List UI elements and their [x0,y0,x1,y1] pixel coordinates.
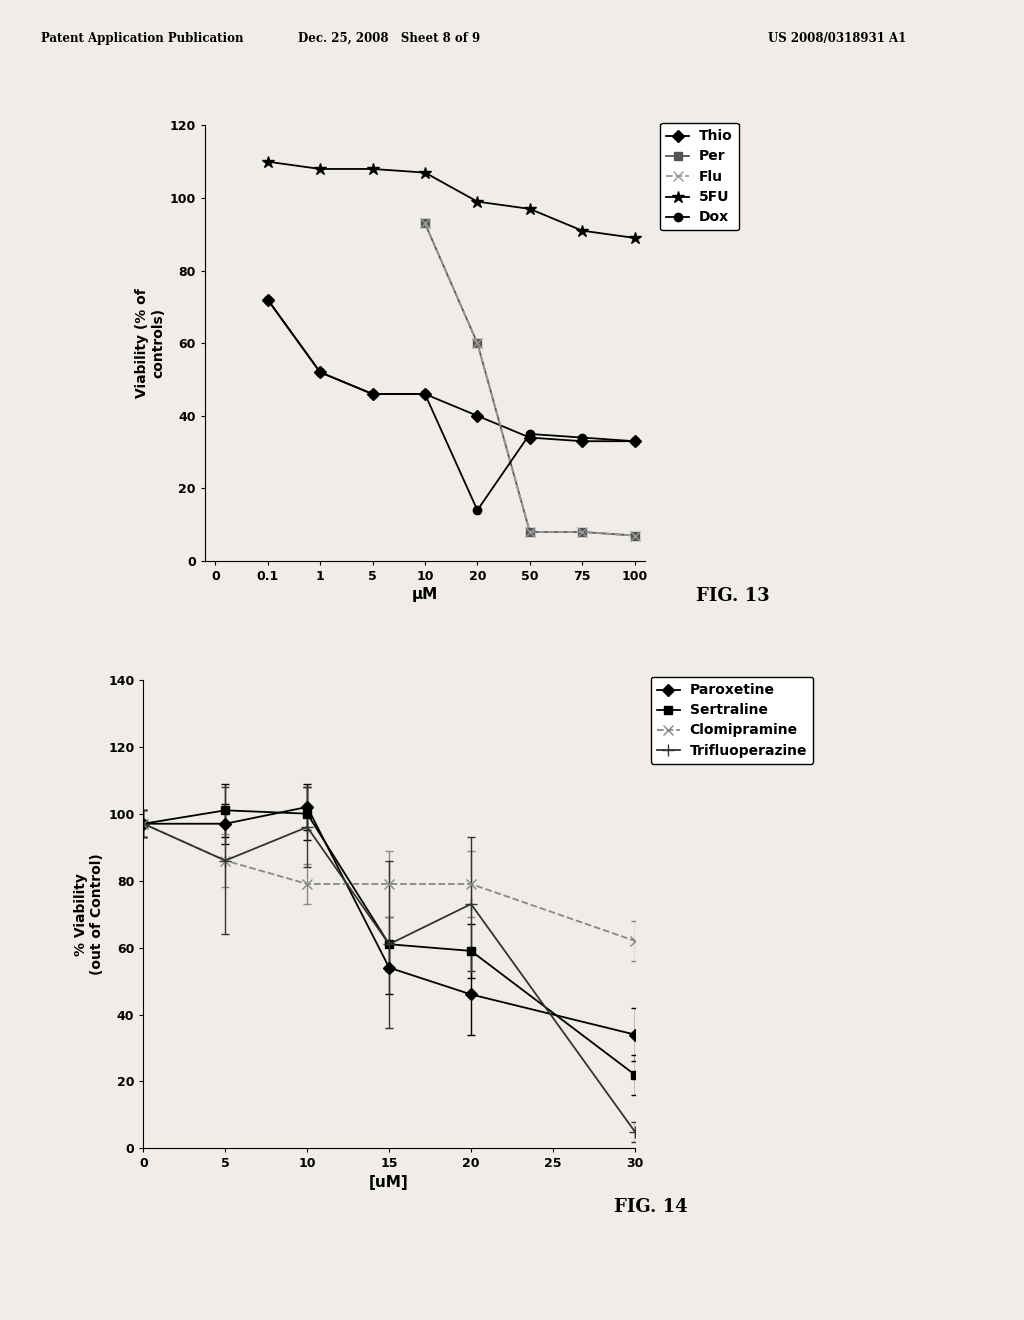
Text: FIG. 13: FIG. 13 [696,586,770,605]
Y-axis label: % Viability
(out of Control): % Viability (out of Control) [74,853,103,975]
Legend: Paroxetine, Sertraline, Clomipramine, Trifluoperazine: Paroxetine, Sertraline, Clomipramine, Tr… [651,677,813,764]
Text: Dec. 25, 2008   Sheet 8 of 9: Dec. 25, 2008 Sheet 8 of 9 [298,32,480,45]
X-axis label: [uM]: [uM] [370,1175,409,1189]
Y-axis label: Viability (% of
controls): Viability (% of controls) [135,288,165,399]
X-axis label: μM: μM [412,587,438,602]
Text: FIG. 14: FIG. 14 [614,1197,688,1216]
Legend: Thio, Per, Flu, 5FU, Dox: Thio, Per, Flu, 5FU, Dox [660,123,739,231]
Text: Patent Application Publication: Patent Application Publication [41,32,244,45]
Text: US 2008/0318931 A1: US 2008/0318931 A1 [768,32,906,45]
